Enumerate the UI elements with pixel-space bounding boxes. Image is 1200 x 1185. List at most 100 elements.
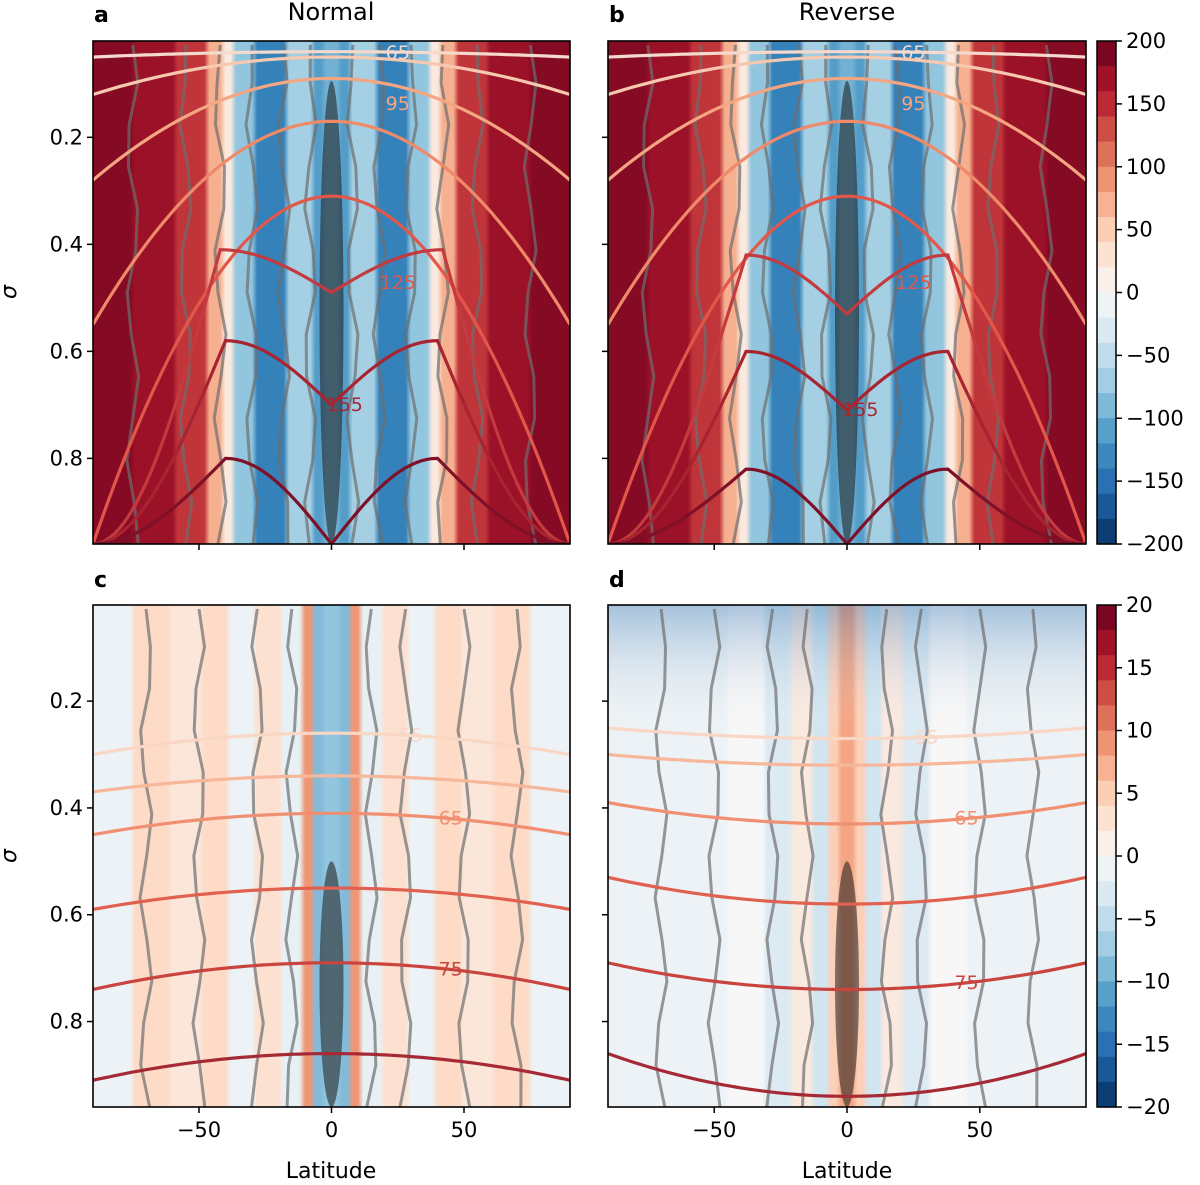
eddy-contour-line	[191, 608, 207, 1107]
colorbar-segment	[1097, 518, 1116, 545]
colorbar-segment	[1097, 367, 1116, 394]
colorbar-tick-label: −100	[1126, 406, 1184, 430]
level-contour-95	[608, 76, 1086, 182]
level-contour-60	[608, 752, 1086, 767]
eddy-contour-line	[765, 608, 781, 1107]
colorbar-segment	[1097, 468, 1116, 495]
level-contour-155	[93, 339, 570, 544]
colorbar-segment	[1097, 680, 1116, 706]
contour-label: 155	[327, 394, 363, 416]
colorbar-segment	[1097, 630, 1116, 656]
y-tick-label: 0.2	[50, 689, 83, 713]
panel-letter-a: a	[94, 3, 109, 28]
colorbar-segment	[1097, 166, 1116, 193]
y-tick-label: 0.6	[50, 339, 83, 363]
colorbar-tick-label: 100	[1126, 155, 1166, 179]
colorbar-tick-label: 10	[1126, 719, 1153, 743]
colorbar-segment	[1097, 881, 1116, 907]
contour-label: 75	[954, 972, 978, 994]
eddy-contour-line	[887, 44, 903, 544]
y-tick-label: 0.4	[50, 796, 83, 820]
colorbar-tick-label: −5	[1126, 907, 1157, 931]
eddy-contour-line	[456, 608, 472, 1107]
eddy-contour-line	[759, 44, 775, 544]
colorbar-segment	[1097, 705, 1116, 732]
eddy-contour-line	[1025, 608, 1041, 1107]
colorbar-tick-label: 0	[1126, 844, 1139, 868]
contour-label: 55	[915, 726, 939, 748]
eddy-contour-line	[522, 44, 538, 544]
eddy-contour-line	[244, 44, 260, 544]
colorbar-segment	[1097, 956, 1116, 983]
eddy-contour-line	[398, 608, 414, 1107]
equatorial-core	[319, 861, 344, 1107]
colorbar-segment	[1097, 856, 1116, 882]
x-tick-label: −50	[692, 1118, 736, 1142]
x-axis-d: −50 0 50	[692, 1107, 993, 1142]
contour-label: 55	[399, 725, 423, 747]
colorbar-tick-label: −150	[1126, 469, 1184, 493]
contour-label: 155	[842, 399, 878, 421]
colorbar-tick-label: 50	[1126, 218, 1153, 242]
colorbar-segment	[1097, 41, 1116, 67]
colorbar-segment	[1097, 1006, 1116, 1033]
y-axis-title-a: σ	[0, 284, 22, 299]
level-contour-65	[93, 811, 570, 837]
eddy-contour-line	[860, 44, 876, 544]
eddy-contour-line	[303, 44, 318, 544]
eddy-contour-line	[138, 608, 154, 1107]
colorbar-tick-label: −10	[1126, 970, 1170, 994]
colorbar-segment	[1097, 1056, 1116, 1083]
x-axis-a	[198, 544, 465, 550]
level-contour-80	[608, 1052, 1086, 1098]
colorbar-segment	[1097, 1031, 1116, 1058]
panel-title-b: Reverse	[799, 0, 895, 26]
eddy-contour-line	[706, 608, 722, 1107]
level-contour-110	[608, 119, 1086, 326]
colorbar-segment	[1097, 1081, 1116, 1108]
colorbar-segment	[1097, 931, 1116, 957]
colorbar-segment	[1097, 830, 1116, 857]
colorbar-segment	[1097, 317, 1116, 344]
eddy-contour-line	[791, 44, 807, 544]
contour-label: 125	[380, 272, 416, 294]
colorbar-tick-label: −200	[1126, 532, 1184, 556]
level-contour-70	[608, 875, 1086, 906]
eddy-contour-line	[509, 608, 525, 1107]
x-axis-title-c: Latitude	[286, 1159, 377, 1184]
level-contour-125	[93, 194, 570, 544]
level-contour-170	[608, 467, 1086, 544]
x-tick-label: 0	[840, 1118, 853, 1142]
level-contour-170	[93, 456, 570, 544]
equatorial-core	[835, 861, 859, 1107]
panel-letter-d: d	[609, 568, 625, 593]
level-contour-65	[608, 50, 1086, 59]
colorbar-segment	[1097, 655, 1116, 681]
eddy-contour-line	[435, 44, 451, 544]
level-contour-125	[608, 194, 1086, 544]
x-axis-b	[713, 544, 981, 550]
colorbar-segment	[1097, 730, 1116, 757]
level-contour-110	[93, 119, 570, 326]
colorbar-segment	[1097, 342, 1116, 369]
contour-label: 75	[439, 958, 463, 980]
level-contour-140	[608, 253, 1086, 544]
plot-area-c: 55 65 75	[93, 605, 570, 1107]
eddy-contour-line	[363, 608, 379, 1107]
eddy-contour-line	[799, 608, 815, 1107]
equatorial-core	[319, 81, 344, 544]
y-axis-c: 0.2 0.4 0.6 0.8	[50, 689, 93, 1034]
eddy-contour-line	[919, 44, 935, 544]
colorbar-segment	[1097, 116, 1116, 143]
colorbar-tick-label: 15	[1126, 656, 1153, 680]
colorbar-segment	[1097, 91, 1116, 118]
contour-label: 95	[901, 93, 925, 115]
eddy-contour-line	[125, 44, 141, 544]
colorbar-segment	[1097, 242, 1116, 268]
colorbar-segment	[1097, 755, 1116, 782]
x-axis-title-d: Latitude	[802, 1159, 893, 1184]
